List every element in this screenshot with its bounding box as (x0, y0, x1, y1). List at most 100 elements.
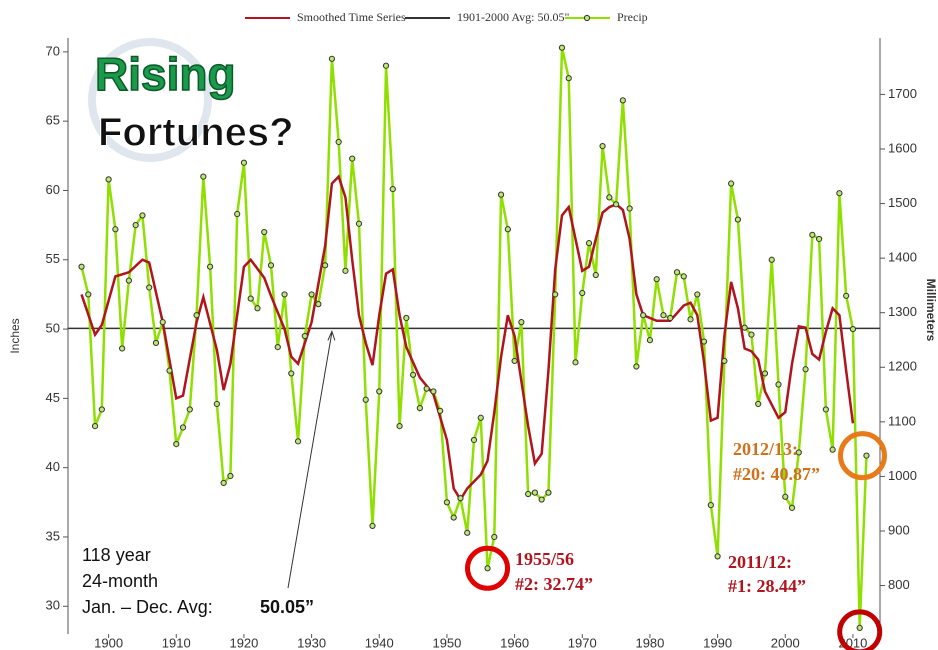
precip-point (335, 138, 342, 146)
precip-point (443, 499, 451, 506)
record-label: 2011/12: (728, 552, 792, 572)
precip-point (734, 216, 742, 223)
precip-point (849, 325, 857, 333)
precip-point (599, 143, 606, 150)
note-bg (78, 540, 348, 625)
precip-point (464, 529, 471, 536)
precip-point (105, 176, 112, 183)
legend-label: Precip (617, 10, 648, 24)
precip-point (193, 312, 200, 319)
precip-point (477, 414, 484, 421)
x-tick-label: 1990 (703, 635, 732, 650)
precip-point (768, 256, 775, 263)
precip-point (207, 263, 214, 270)
precip-point (247, 295, 254, 302)
y2-tick-label: 1700 (888, 86, 917, 101)
precip-point (646, 337, 654, 344)
precip-point (288, 370, 295, 377)
precip-point (139, 212, 146, 219)
precip-point (585, 240, 593, 247)
arrow-head (327, 329, 336, 341)
precip-point (213, 400, 220, 408)
precip-point (511, 357, 518, 365)
precip-point (484, 565, 491, 572)
precip-point (809, 231, 816, 238)
precip-point (761, 370, 769, 377)
title-fortunes: Fortunes? (98, 111, 294, 155)
precip-point (322, 262, 329, 269)
note-line: Jan. – Dec. Avg: (82, 597, 213, 617)
y2-tick-label: 1400 (888, 250, 917, 265)
precip-point (119, 345, 126, 352)
precip-point (687, 316, 694, 323)
x-tick-label: 1920 (229, 635, 258, 650)
precip-point (741, 324, 748, 331)
x-tick-label: 1960 (500, 635, 529, 650)
y-tick-label: 35 (46, 528, 60, 543)
title-rising: Rising (95, 48, 236, 100)
record-label: #2: 32.74” (515, 574, 593, 594)
y2-tick-label: 1500 (888, 195, 917, 210)
precip-point (626, 205, 633, 212)
precip-point (707, 501, 714, 509)
precip-point (450, 514, 457, 521)
precip-point (755, 400, 762, 408)
precip-point (85, 291, 92, 298)
record-label: #1: 28.44” (728, 576, 806, 596)
precip-point (457, 495, 464, 502)
highlight-circle (837, 609, 883, 650)
precip-point (592, 271, 599, 279)
precip-point (680, 273, 687, 280)
precip-point (667, 314, 674, 322)
precip-point (376, 388, 383, 395)
y2-axis-label: Millimeters (924, 279, 938, 342)
precip-point (579, 289, 586, 297)
precip-point (430, 388, 437, 395)
precip-point (437, 407, 444, 414)
precip-point (660, 312, 667, 319)
x-tick-label: 2000 (771, 635, 800, 650)
precip-point (518, 319, 525, 326)
precip-point (525, 490, 532, 498)
precip-point (227, 472, 234, 480)
precip-point (565, 75, 572, 82)
precip-point (606, 194, 613, 201)
y2-tick-label: 800 (888, 577, 910, 592)
precip-point (234, 210, 241, 218)
precip-point (795, 449, 802, 456)
precip-point (822, 406, 829, 413)
precip-point (294, 438, 302, 445)
x-tick-label: 1940 (365, 635, 394, 650)
precip-point (552, 291, 559, 298)
precip-point (355, 220, 363, 227)
precip-point (349, 155, 356, 162)
precip-point (694, 291, 701, 298)
precip-point (545, 489, 552, 496)
x-tick-label: 1910 (162, 635, 191, 650)
precip-point (281, 291, 288, 298)
y-tick-label: 70 (46, 43, 60, 58)
precip-point (91, 422, 99, 430)
precip-point (267, 262, 275, 269)
precip-point (572, 359, 579, 366)
y-tick-label: 50 (46, 321, 60, 336)
y-tick-label: 65 (46, 113, 60, 128)
precip-point (700, 338, 708, 345)
precip-point (403, 314, 410, 322)
precip-point (836, 190, 843, 197)
precip-point (369, 522, 376, 529)
precip-point (775, 381, 782, 388)
x-tick-label: 1980 (635, 635, 664, 650)
precip-point (389, 185, 396, 193)
precip-point (816, 235, 823, 243)
precip-point (301, 332, 308, 340)
legend-label: Smoothed Time Series (297, 10, 406, 24)
highlight-circle (465, 545, 511, 591)
x-tick-label: 1900 (94, 635, 123, 650)
precip-point (396, 422, 403, 430)
precip-point (152, 339, 160, 347)
y2-tick-label: 1100 (888, 413, 916, 428)
precip-point (112, 226, 119, 233)
record-label: 2012/13: (733, 439, 798, 459)
precip-point (470, 436, 478, 444)
